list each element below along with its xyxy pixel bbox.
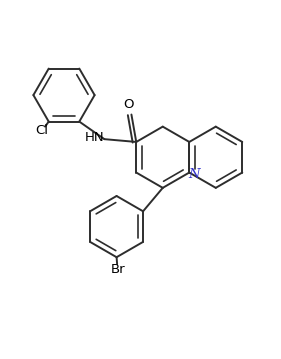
Text: Br: Br <box>111 263 125 276</box>
Text: HN: HN <box>85 131 105 144</box>
Text: Cl: Cl <box>35 124 48 137</box>
Text: N: N <box>189 168 200 181</box>
Text: O: O <box>123 98 134 111</box>
